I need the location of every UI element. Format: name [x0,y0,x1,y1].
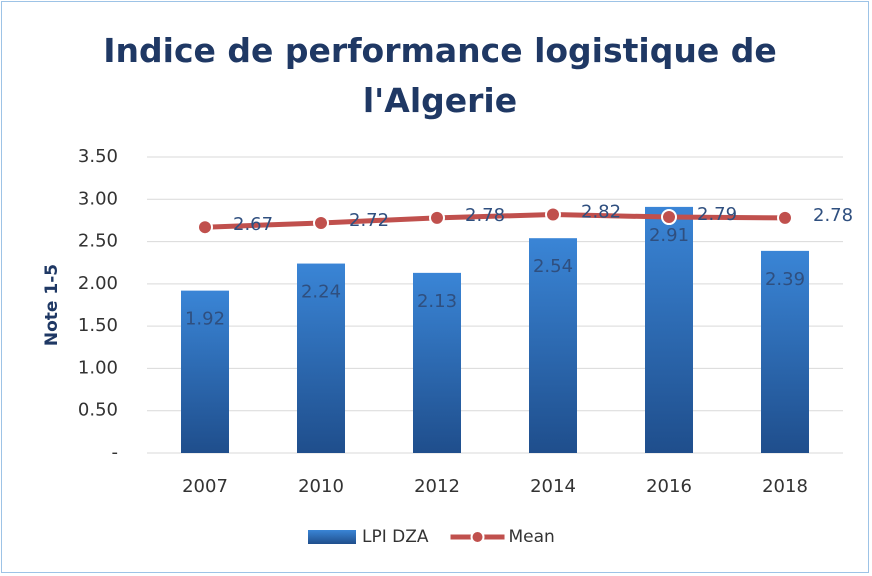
x-tick-label: 2007 [182,476,228,497]
data-label: 1.92 [185,309,225,330]
data-label: 2.78 [813,205,853,226]
data-label: 2.78 [465,205,505,226]
bar [297,263,345,453]
legend-item: LPI DZA [308,527,429,547]
x-tick-label: 2010 [298,476,344,497]
y-tick-label: 2.50 [78,231,118,252]
line-marker [429,209,445,226]
legend-item: Mean [450,527,555,547]
chart-title: Indice de performance logistique de l'Al… [103,31,777,120]
line-marker [777,209,793,226]
bar [761,250,809,453]
data-label: 2.54 [533,256,573,277]
legend-label: LPI DZA [362,527,429,547]
data-label: 2.13 [417,291,457,312]
data-label: 2.91 [649,225,689,246]
bar [529,238,577,453]
y-tick-label: 0.50 [78,400,118,421]
line-marker [661,209,677,226]
data-label: 2.67 [233,214,273,235]
y-tick-label: 2.00 [78,273,118,294]
line-marker [197,219,213,236]
x-tick-label: 2014 [530,476,576,497]
x-tick-label: 2018 [762,476,808,497]
legend-swatch [470,530,485,544]
line-marker [313,214,329,231]
data-label: 2.79 [697,204,737,225]
y-tick-label: - [112,442,119,463]
line-marker [545,206,561,223]
data-label: 2.24 [301,282,341,303]
data-label: 2.82 [581,202,621,223]
bar [413,272,461,453]
legend-label: Mean [509,527,555,547]
data-label: 2.39 [765,269,805,290]
y-axis-label: Note 1-5 [42,264,62,346]
legend-swatch [308,530,356,544]
x-tick-label: 2012 [414,476,460,497]
line [204,212,786,230]
y-tick-label: 1.00 [78,357,118,378]
bar [645,206,693,453]
y-tick-label: 1.50 [78,315,118,336]
y-tick-label: 3.00 [78,188,118,209]
data-label: 2.72 [349,210,389,231]
x-tick-label: 2016 [646,476,692,497]
y-tick-label: 3.50 [78,146,118,167]
bar [181,290,229,453]
